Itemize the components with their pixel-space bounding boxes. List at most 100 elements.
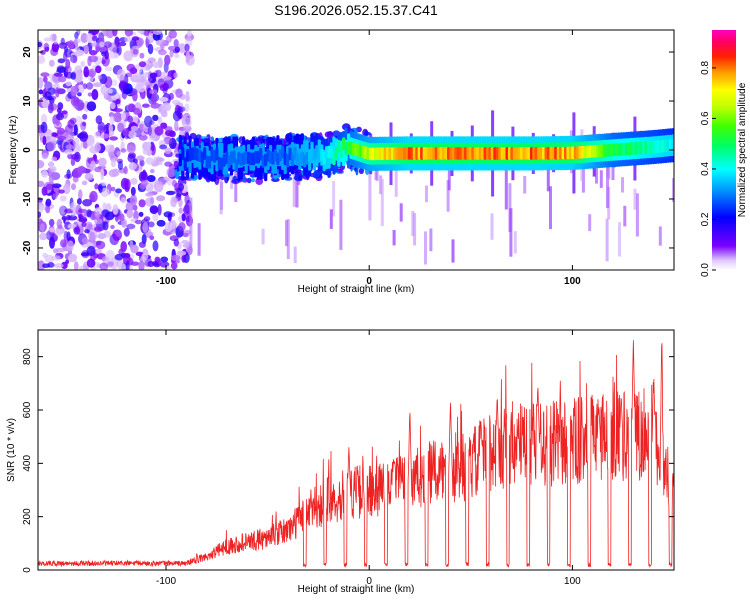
- spectrogram-noise-cell: [41, 152, 49, 160]
- snr-y-tick-label: 600: [22, 401, 33, 418]
- spectrogram-noise-cell: [138, 199, 146, 208]
- spectrogram-noise-cell: [66, 231, 71, 241]
- spectrogram-noise-cell: [107, 88, 113, 94]
- spectrogram-streak: [490, 213, 494, 240]
- spectrogram-noise-cell: [168, 130, 176, 138]
- spectrogram-noise-cell: [166, 167, 176, 178]
- spectrogram-noise-cell: [45, 205, 51, 214]
- spectrogram-noise-cell: [78, 217, 88, 223]
- spectrogram-noise-cell: [95, 115, 103, 125]
- spectrogram-band-cell: [232, 175, 238, 183]
- spectrogram-noise-cell: [57, 58, 65, 64]
- spectrogram-noise-cell: [126, 144, 136, 154]
- spectrogram-noise-cell: [113, 108, 123, 113]
- spectrogram-noise-cell: [130, 261, 140, 266]
- spectrogram-noise-cell: [90, 42, 100, 47]
- spectrogram-streak: [504, 162, 508, 210]
- spectrogram-noise-cell: [156, 219, 166, 227]
- spectrogram-noise-cell: [48, 59, 55, 67]
- spectrogram-ridge-cell: [459, 147, 463, 160]
- spectrogram-noise-cell: [98, 183, 103, 194]
- spectrogram-ridge-cell: [361, 145, 365, 159]
- spectrogram-noise-cell: [78, 213, 84, 219]
- spectrogram-ridge-cell: [305, 152, 309, 165]
- spectrogram-streak: [509, 208, 513, 257]
- spectrogram-noise-cell: [107, 260, 114, 267]
- spectrogram-ridge-cell: [515, 147, 519, 160]
- spectrogram-noise-cell: [168, 30, 177, 39]
- spectrogram-noise-cell: [183, 229, 192, 235]
- spectrogram-noise-cell: [159, 261, 170, 268]
- spectrogram-streak: [219, 176, 223, 215]
- spectrogram-ridge-cell: [261, 155, 265, 168]
- spectrogram-noise-cell: [152, 240, 159, 252]
- spectrogram-streak: [394, 156, 398, 197]
- spectrogram-noise-cell: [58, 75, 67, 83]
- spectrogram-noise-cell: [51, 255, 61, 261]
- spectrogram-noise-cell: [73, 226, 81, 235]
- spectrogram-noise-cell: [134, 219, 143, 225]
- spectrogram-noise-cell: [101, 59, 106, 65]
- spectrogram-noise-cell: [157, 78, 166, 89]
- colorbar-tick-label: 0.4: [700, 162, 711, 176]
- spectrogram-noise-cell: [46, 141, 56, 152]
- spectrogram-noise-cell: [74, 31, 79, 40]
- spectrogram-streak: [379, 175, 383, 195]
- spectrogram-x-label: Height of straight line (km): [298, 284, 415, 295]
- spectrogram-noise-cell: [167, 45, 177, 51]
- spectrogram-noise-cell: [78, 189, 83, 201]
- spectrogram-noise-cell: [163, 136, 173, 145]
- spectrogram-noise-cell: [97, 121, 106, 134]
- spectrogram-streak: [392, 230, 396, 246]
- spectrogram-streak: [605, 218, 609, 262]
- spectrogram-noise-cell: [163, 211, 173, 218]
- spectrogram-noise-cell: [91, 89, 99, 101]
- spectrogram-streak: [635, 193, 639, 237]
- spectrogram-ridge-cell: [546, 146, 551, 160]
- spectrogram-noise-cell: [116, 68, 126, 81]
- spectrogram-noise-cell: [123, 252, 131, 259]
- spectrogram-noise-cell: [156, 157, 165, 162]
- spectrogram-noise-cell: [61, 215, 67, 221]
- spectrogram-noise-cell: [110, 79, 118, 87]
- spectrogram-ridge-cell: [637, 141, 641, 155]
- spectrogram-ridge-cell: [234, 159, 238, 172]
- snr-plot-area: [38, 330, 674, 570]
- spectrogram-noise-cell: [81, 237, 89, 245]
- spectrogram-streak: [424, 231, 427, 265]
- spectrogram-noise-cell: [45, 183, 54, 190]
- spectrogram-noise-cell: [174, 120, 179, 132]
- spectrogram-noise-cell: [64, 130, 74, 143]
- spectrogram-noise-cell: [90, 160, 96, 171]
- spectrogram-ridge-cell: [400, 147, 404, 160]
- spectrogram-noise-cell: [84, 173, 94, 181]
- spectrogram-noise-cell: [138, 123, 145, 133]
- spectrogram-streak: [672, 178, 674, 202]
- spectrogram-noise-cell: [139, 52, 145, 59]
- spectrogram-noise-cell: [82, 113, 88, 120]
- spectrogram-noise-cell: [86, 82, 94, 90]
- spectrogram-noise-cell: [184, 194, 190, 205]
- spectrogram-band-cell: [298, 169, 302, 176]
- spectrogram-noise-cell: [58, 189, 65, 194]
- spectrogram-noise-cell: [71, 153, 80, 160]
- spectrogram-noise-cell: [181, 254, 187, 263]
- spectrogram-noise-cell: [139, 159, 145, 167]
- spectrogram-noise-cell: [57, 224, 63, 230]
- spectrogram-noise-cell: [56, 66, 66, 73]
- spectrogram-streak: [293, 246, 297, 263]
- spectrogram-noise-cell: [112, 112, 123, 123]
- spectrogram-noise-cell: [74, 49, 85, 57]
- spectrogram-noise-cell: [131, 36, 140, 41]
- spectrogram-noise-cell: [149, 72, 158, 79]
- spectrogram-noise-cell: [39, 232, 48, 241]
- spectrogram-noise-cell: [185, 50, 190, 63]
- spectrogram-noise-cell: [77, 92, 82, 97]
- spectrogram-noise-cell: [78, 208, 88, 214]
- spectrogram-noise-cell: [117, 160, 123, 171]
- spectrogram-streak: [261, 228, 265, 245]
- spectrogram-ridge-cell: [407, 147, 412, 160]
- spectrogram-noise-cell: [93, 226, 103, 232]
- spectrogram-ridge-cell: [200, 151, 204, 165]
- spectrogram-streak: [447, 159, 451, 191]
